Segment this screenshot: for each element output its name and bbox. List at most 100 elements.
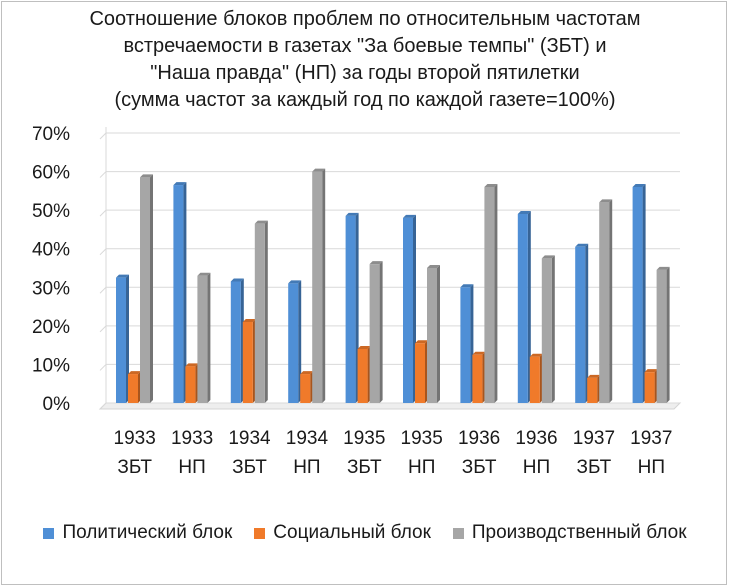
- bar: [173, 185, 184, 403]
- y-tick-label: 70%: [32, 124, 70, 145]
- x-tick-label: НП: [178, 457, 205, 478]
- plot-floor: [98, 402, 682, 410]
- bar-top: [369, 261, 383, 265]
- bar: [185, 366, 196, 403]
- bar: [345, 215, 356, 403]
- x-tick-label: НП: [523, 457, 550, 478]
- bar: [575, 246, 586, 403]
- bar: [656, 269, 667, 403]
- bar-top: [116, 274, 129, 278]
- bar-top: [460, 284, 474, 288]
- chart-title: Соотношение блоков проблем по относитель…: [20, 6, 710, 114]
- legend-label-political: Политический блок: [62, 522, 233, 543]
- bar-top: [541, 255, 555, 259]
- bar: [460, 287, 471, 403]
- bar: [599, 202, 610, 403]
- gridline-side: [99, 286, 107, 294]
- bar-top: [484, 184, 498, 187]
- x-tick-label: 1937: [630, 428, 672, 449]
- x-tick-label: 1933: [171, 428, 213, 449]
- x-tick-label: 1936: [458, 428, 500, 449]
- title-line-2: встречаемости в газетах "За боевые темпы…: [123, 35, 607, 57]
- bar: [128, 374, 138, 403]
- bar-top: [312, 168, 326, 172]
- bar-top: [254, 220, 268, 224]
- legend-label-social: Социальный блок: [273, 522, 431, 543]
- bar-top: [128, 371, 141, 375]
- bar: [312, 171, 323, 403]
- bar-side: [264, 220, 268, 403]
- legend-item-production: Производственный блок: [452, 522, 687, 544]
- bar: [403, 217, 413, 403]
- gridline-side: [99, 209, 107, 217]
- x-tick-label: 1934: [286, 428, 329, 449]
- bar-top: [185, 363, 199, 367]
- bar-side: [298, 280, 302, 403]
- gridline-side: [99, 402, 107, 410]
- x-tick-label: 1936: [515, 428, 557, 449]
- title-line-1: Соотношение блоков проблем по относитель…: [89, 8, 641, 30]
- x-tick-label: 1935: [401, 428, 443, 449]
- x-tick-label: ЗБТ: [462, 457, 497, 478]
- gridline-side: [99, 248, 107, 256]
- bar: [242, 322, 253, 403]
- x-tick-label: ЗБТ: [117, 457, 152, 478]
- bar-top: [656, 266, 670, 270]
- gridline-side: [99, 132, 107, 140]
- bar-top: [415, 340, 428, 344]
- bar: [587, 377, 598, 403]
- bar: [140, 177, 150, 403]
- bar-top: [173, 182, 187, 186]
- legend-swatch-social: [254, 527, 266, 539]
- y-tick-label: 60%: [32, 163, 70, 184]
- bar-top: [529, 353, 543, 357]
- bar: [484, 187, 495, 403]
- bar-top: [632, 184, 646, 187]
- legend-swatch-political: [43, 527, 55, 539]
- bar-top: [288, 280, 302, 284]
- bar: [197, 275, 208, 403]
- bar: [254, 223, 265, 403]
- bar: [472, 354, 483, 403]
- bar: [300, 374, 311, 403]
- bar: [427, 268, 437, 403]
- legend-label-production: Производственный блок: [471, 522, 687, 543]
- bar-top: [242, 319, 256, 322]
- bar-top: [427, 265, 440, 268]
- gridline-side: [99, 171, 107, 178]
- y-tick-label: 50%: [32, 201, 70, 222]
- bar-side: [379, 261, 383, 403]
- bar: [116, 277, 126, 403]
- bar-side: [150, 174, 153, 403]
- x-tick-label: ЗБТ: [577, 457, 612, 478]
- x-tick-label: 1935: [343, 428, 385, 449]
- bar-top: [644, 369, 658, 373]
- x-tick-label: НП: [638, 457, 665, 478]
- bar-side: [207, 272, 211, 403]
- title-line-3: "Наша правда" (НП) за годы второй пятиле…: [150, 62, 580, 84]
- legend-swatch-production: [452, 527, 464, 539]
- bar-side: [126, 274, 129, 403]
- x-tick-label: 1933: [114, 428, 156, 449]
- bar: [230, 281, 241, 403]
- bar-side: [666, 266, 670, 403]
- bar-side: [585, 243, 589, 403]
- bar-top: [587, 374, 601, 378]
- bar-top: [197, 272, 211, 276]
- bar-top: [403, 214, 416, 218]
- bar: [541, 258, 552, 403]
- bar-top: [357, 346, 371, 349]
- bar-top: [230, 278, 244, 282]
- bar-top: [140, 174, 153, 178]
- bar-top: [300, 371, 314, 375]
- y-tick-label: 30%: [32, 278, 70, 299]
- x-tick-label: 1934: [228, 428, 271, 449]
- bar: [632, 187, 643, 403]
- bar-top: [575, 243, 589, 247]
- bar-side: [527, 211, 531, 403]
- plot-wall: [106, 127, 680, 403]
- bar-side: [494, 184, 498, 403]
- x-tick-label: 1937: [573, 428, 615, 449]
- bar-side: [183, 182, 187, 403]
